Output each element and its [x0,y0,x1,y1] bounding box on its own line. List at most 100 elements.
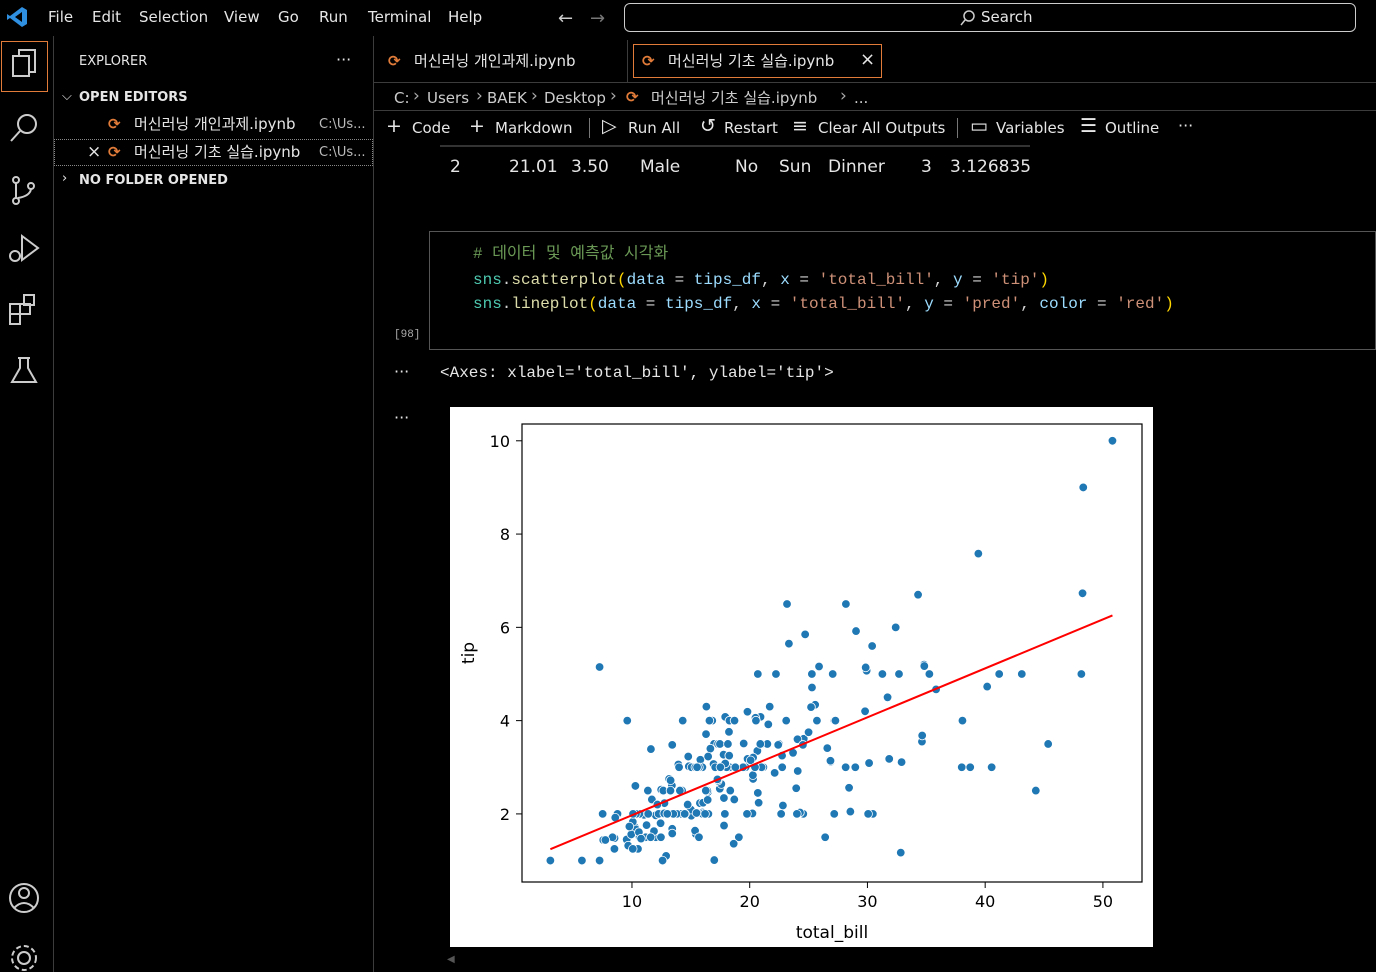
scatter-point [701,729,711,739]
toolbar-button[interactable]: Run All [628,119,681,137]
menu-item[interactable]: File [48,8,74,26]
scatter-point [807,682,817,693]
app-logo [7,7,27,27]
scatter-point [748,770,758,780]
scatter-point [1077,588,1088,599]
scatter-point [656,832,666,842]
scatter-point [917,730,927,741]
table-cell: 2 [450,157,461,177]
scatter-point [765,701,775,712]
file-name[interactable]: 머신러닝 기초 실습.ipynb [134,143,301,161]
close-file[interactable]: × [87,142,102,162]
y-axis-label: tip [459,642,479,664]
scatter-point [643,809,653,819]
tab-label[interactable]: 머신러닝 기초 실습.ipynb [668,52,835,70]
toolbar-icon[interactable]: + [386,115,402,137]
toolbar-button[interactable]: Outline [1105,119,1160,137]
scatter-point [709,855,719,865]
scatter-point [628,844,638,854]
code-token: ( [617,271,627,289]
selected-file-row[interactable] [54,139,373,166]
scatter-point [807,669,817,679]
breadcrumb-sep: › [610,86,617,106]
nav-back[interactable]: ← [558,8,574,29]
scatter-point [882,692,893,703]
toolbar-button[interactable]: Variables [996,119,1065,137]
open-editors-header[interactable]: OPEN EDITORS [79,90,188,105]
scatter-point [829,809,839,819]
scatter-point [723,739,733,749]
scatter-point [665,775,676,786]
toolbar-button[interactable]: Markdown [495,119,573,137]
code-token: x [751,295,761,313]
scatter-point [703,751,713,762]
toolbar-icon[interactable]: ☰ [1080,115,1098,137]
code-token: ( [588,295,598,313]
toolbar-icon[interactable]: + [469,115,485,137]
scatter-point [803,727,814,737]
explorer-more[interactable]: ··· [336,50,352,69]
scatter-point [994,669,1004,679]
scatter-point [691,808,702,818]
menu-item[interactable]: Selection [139,8,209,26]
file-name[interactable]: 머신러닝 개인과제.ipynb [134,115,296,133]
cell-counter: [98] [394,329,421,341]
menu-item[interactable]: Help [448,8,483,26]
toolbar-button[interactable]: Restart [724,119,778,137]
code-token: # 데이터 및 예측값 시각화 [473,245,669,263]
toolbar-button[interactable]: Clear All Outputs [818,119,946,137]
code-token: , [761,271,781,289]
toolbar-icon[interactable]: ↺ [700,115,716,137]
tab-close[interactable]: × [860,49,876,70]
output-more-2[interactable]: ··· [394,408,410,427]
menu-item[interactable]: Run [319,8,348,26]
active-tab[interactable] [633,44,882,78]
explorer-icon-box[interactable] [1,41,48,92]
scatter-point [1107,436,1118,446]
no-folder-header[interactable]: NO FOLDER OPENED [79,173,228,188]
search-box[interactable]: Search [624,3,1356,32]
plot-frame [521,423,1143,883]
menu-item[interactable]: Go [278,8,299,26]
chevron-open[interactable]: ⌵ [62,89,72,104]
toolbar-button[interactable]: Code [412,119,451,137]
toolbar-more[interactable]: ··· [1178,116,1194,135]
breadcrumb-sep: › [840,86,847,106]
toolbar-icon[interactable]: ▭ [970,115,988,137]
scatter-point [896,757,907,767]
breadcrumb-item[interactable]: C: [394,89,410,107]
toolbar-icon[interactable]: ▷ [602,115,617,137]
scatter-point [719,793,729,803]
x-axis-label: total_bill [796,923,868,943]
code-token: y [924,295,934,313]
output-more[interactable]: ··· [394,362,410,381]
breadcrumb-item[interactable]: ... [854,89,869,107]
code-token: 'total_bill' [818,271,934,289]
breadcrumb-sep: › [413,86,420,106]
chevron-closed[interactable]: › [62,171,68,186]
menu-item[interactable]: Terminal [368,8,432,26]
breadcrumb-item[interactable]: BAEK [487,89,527,107]
toolbar-icon[interactable]: ≡ [792,115,808,137]
chart: 10 20 30 40 50 2 4 6 8 10 total_bill tip [450,407,1153,947]
scatter-point [800,629,810,640]
scatter-point [701,785,711,796]
scatter-point [597,809,608,819]
scatter-point [701,701,712,712]
scatter-point [715,762,726,772]
nav-forward[interactable]: → [590,8,606,29]
code-token: tips_df [665,295,733,313]
scatter-point [825,756,836,766]
breadcrumb-sep: › [531,86,538,106]
scatter-point [812,715,822,726]
breadcrumb-item[interactable]: Users [427,89,470,107]
menu-item[interactable]: Edit [92,8,122,26]
tab-label[interactable]: 머신러닝 개인과제.ipynb [414,52,576,70]
scatter-point [763,719,774,730]
breadcrumb-item[interactable]: Desktop [544,89,606,107]
code-token: = [933,295,963,313]
breadcrumb-item[interactable]: 머신러닝 기초 실습.ipynb [651,89,818,107]
code-token: = [761,295,790,313]
menu-item[interactable]: View [224,8,260,26]
scatter-point [594,855,605,866]
